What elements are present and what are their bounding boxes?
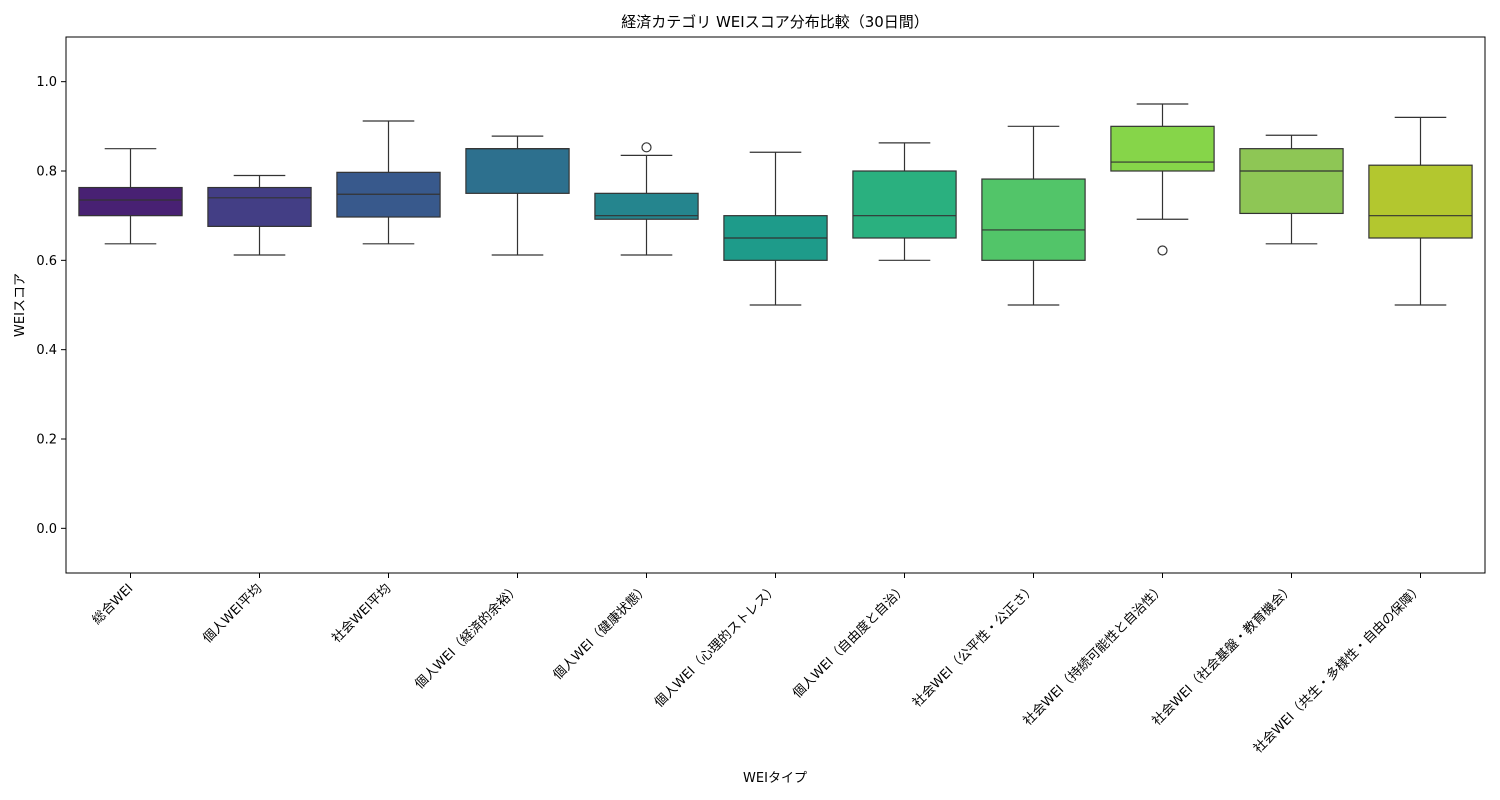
box-5 (594, 142, 699, 256)
x-tick-label: 社会WEI平均 (329, 581, 395, 647)
chart-title: 経済カテゴリ WEIスコア分布比較（30日間） (621, 13, 929, 31)
x-tick-label: 社会WEI（社会基盤・教育機会） (1149, 581, 1297, 729)
box-iqr (207, 186, 312, 227)
box-iqr (1110, 125, 1215, 172)
x-tick-label: 社会WEI（持続可能性と自治性） (1020, 581, 1168, 729)
x-tick-label: 個人WEI（健康状態） (550, 581, 652, 683)
y-axis-label: WEIスコア (13, 273, 28, 337)
box-iqr (981, 178, 1086, 261)
outlier-point (641, 142, 652, 153)
x-tick-label: 個人WEI（経済的余裕） (412, 581, 524, 693)
x-axis-label: WEIタイプ (743, 771, 807, 786)
outlier-point (1157, 245, 1168, 256)
x-tick-label: 個人WEI平均 (200, 581, 265, 646)
box-3 (336, 120, 441, 245)
box-9 (1110, 103, 1215, 256)
x-tick-label: 個人WEI（自由度と自治） (789, 581, 910, 702)
box-4 (465, 135, 570, 256)
box-2 (207, 174, 312, 256)
box-iqr (1239, 148, 1344, 215)
box-6 (723, 151, 828, 306)
y-tick-label: 0.8 (36, 165, 57, 180)
y-tick-label: 0.0 (36, 522, 57, 537)
y-axis: 0.0 0.2 0.4 0.6 0.8 1.0 (36, 75, 66, 537)
x-tick-label: 総合WEI (90, 581, 137, 628)
y-tick-label: 0.6 (36, 254, 57, 269)
plot-area (78, 103, 1473, 306)
box-iqr (1368, 164, 1473, 239)
box-7 (852, 142, 957, 261)
box-1 (78, 148, 183, 245)
box-11 (1368, 116, 1473, 306)
box-iqr (465, 148, 570, 194)
box-10 (1239, 134, 1344, 245)
y-tick-label: 0.4 (36, 343, 57, 358)
x-axis: 総合WEI 個人WEI平均 社会WEI平均 個人WEI（経済的余裕） 個人WEI（健康状… (90, 573, 1426, 757)
x-tick-label: 個人WEI（心理的ストレス） (651, 581, 781, 711)
box-iqr (78, 186, 183, 217)
box-iqr (594, 192, 699, 220)
x-tick-label: 社会WEI（公平性・公正さ） (909, 581, 1039, 711)
y-tick-label: 0.2 (36, 433, 57, 448)
box-8 (981, 125, 1086, 306)
y-tick-label: 1.0 (36, 75, 57, 90)
box-iqr (852, 170, 957, 239)
